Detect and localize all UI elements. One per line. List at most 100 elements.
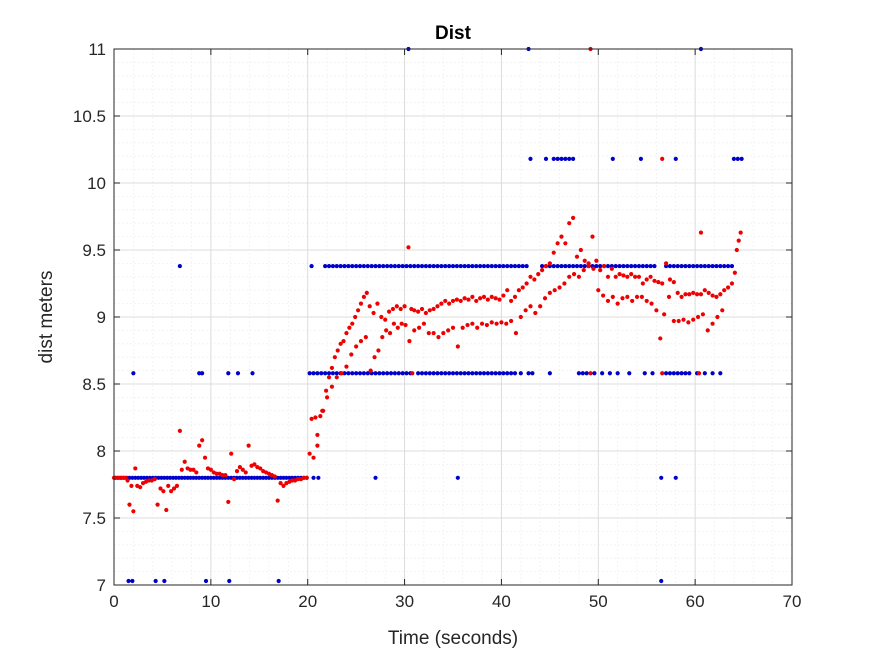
data-point	[386, 309, 392, 314]
data-point	[732, 270, 737, 275]
y-tick-label: 8	[97, 442, 106, 461]
data-point	[662, 312, 667, 317]
x-tick-label: 20	[298, 592, 317, 611]
data-point	[696, 371, 702, 376]
data-point	[462, 263, 467, 269]
data-point	[605, 263, 611, 269]
data-point	[660, 371, 665, 376]
data-point	[620, 296, 625, 301]
data-point	[485, 297, 490, 302]
data-point	[673, 475, 678, 480]
data-point	[399, 321, 404, 326]
data-point	[227, 578, 232, 584]
data-point	[676, 318, 681, 324]
chart-title: Dist	[435, 23, 472, 44]
data-point	[368, 368, 373, 373]
data-point	[663, 371, 669, 376]
data-point	[578, 263, 583, 269]
data-point	[607, 371, 613, 376]
data-point	[675, 371, 680, 376]
data-point	[691, 290, 696, 295]
data-point	[648, 263, 653, 269]
data-point	[493, 371, 498, 376]
data-point	[235, 371, 241, 376]
data-point	[427, 263, 432, 269]
data-point	[307, 451, 312, 456]
data-point	[683, 371, 688, 376]
data-point	[421, 321, 427, 326]
data-point	[571, 272, 577, 277]
data-point	[162, 475, 167, 480]
data-point	[431, 263, 436, 269]
data-point	[481, 294, 487, 299]
data-point	[455, 344, 460, 349]
data-point	[702, 288, 707, 293]
data-point	[330, 371, 335, 376]
data-point	[323, 263, 328, 269]
data-point	[571, 156, 576, 161]
x-tick-labels: 0 10 20 30 40 50 60 70	[109, 592, 801, 611]
data-point	[505, 371, 510, 376]
data-point	[489, 263, 494, 269]
data-point	[644, 277, 649, 282]
data-point	[182, 459, 187, 464]
data-point	[311, 455, 316, 460]
data-point	[734, 247, 739, 253]
data-point	[686, 320, 691, 325]
data-point	[718, 263, 723, 269]
data-point	[417, 325, 422, 330]
data-point	[168, 475, 173, 480]
data-point	[470, 371, 475, 376]
data-point	[346, 371, 351, 376]
data-point	[367, 304, 372, 309]
data-point	[667, 371, 673, 376]
data-point	[516, 288, 521, 293]
data-point	[263, 475, 269, 480]
data-point	[691, 317, 696, 322]
data-point	[133, 466, 138, 471]
data-point	[489, 294, 494, 299]
x-tick-label: 0	[109, 592, 118, 611]
data-point	[458, 263, 463, 269]
data-point	[671, 371, 676, 376]
data-point	[738, 230, 743, 235]
data-point	[576, 274, 582, 279]
data-point	[358, 339, 364, 344]
data-point	[625, 274, 630, 279]
data-point	[166, 483, 171, 488]
data-point	[722, 263, 727, 269]
data-point	[252, 462, 257, 467]
data-point	[223, 473, 228, 478]
data-point	[592, 371, 597, 376]
data-point	[644, 263, 649, 269]
data-point	[475, 325, 480, 330]
data-point	[470, 321, 475, 326]
data-point	[255, 475, 260, 480]
data-point	[542, 296, 548, 301]
data-point	[629, 272, 634, 277]
data-point	[136, 475, 141, 480]
data-point	[706, 263, 711, 269]
data-point	[431, 306, 436, 312]
data-point	[581, 268, 586, 273]
data-point	[731, 156, 736, 161]
data-point	[640, 281, 645, 286]
data-point	[493, 263, 498, 269]
data-point	[334, 263, 339, 269]
y-tick-label: 10.5	[73, 107, 106, 126]
data-point	[161, 489, 166, 494]
data-point	[344, 364, 349, 369]
data-point	[391, 321, 397, 326]
data-point	[162, 578, 167, 584]
data-point	[671, 263, 676, 269]
data-point	[363, 335, 368, 340]
data-point	[605, 298, 611, 304]
data-point	[700, 312, 705, 317]
data-point	[377, 263, 382, 269]
data-point	[406, 245, 411, 250]
data-point	[600, 371, 605, 376]
data-point	[447, 301, 452, 306]
data-point	[659, 578, 664, 584]
data-point	[330, 263, 335, 269]
